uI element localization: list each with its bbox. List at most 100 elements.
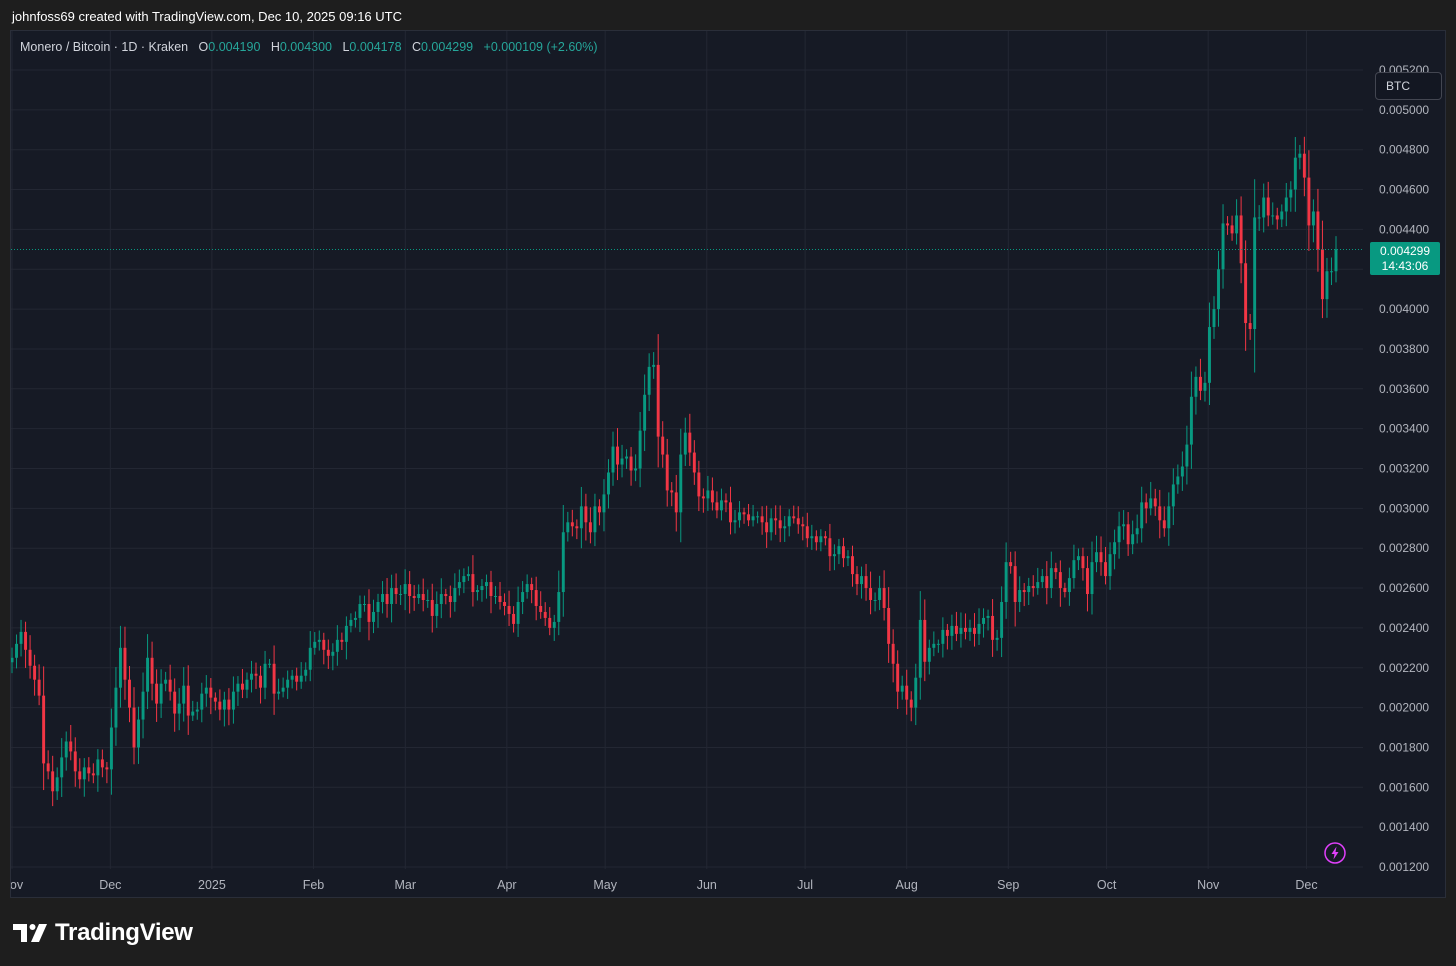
price-axis[interactable]: 0.0052000.0050000.0048000.0046000.004400… bbox=[1379, 63, 1429, 874]
candle-up bbox=[733, 520, 737, 523]
candle-up bbox=[376, 601, 380, 612]
candle-down bbox=[923, 619, 927, 662]
candle-down bbox=[1126, 524, 1130, 545]
candle-up bbox=[860, 576, 863, 585]
y-tick-label: 0.002200 bbox=[1379, 661, 1429, 675]
candle-up bbox=[222, 699, 226, 710]
candle-down bbox=[747, 514, 751, 521]
candle-up bbox=[995, 637, 999, 640]
candle-up bbox=[566, 522, 570, 533]
y-tick-label: 0.001600 bbox=[1379, 780, 1429, 794]
candle-up bbox=[245, 679, 249, 690]
candle-down bbox=[1063, 588, 1067, 593]
candle-down bbox=[896, 663, 900, 692]
candle-up bbox=[114, 687, 118, 728]
candle-up bbox=[304, 669, 308, 676]
tradingview-logo-icon bbox=[13, 924, 47, 942]
candle-up bbox=[982, 617, 986, 624]
open-label: O bbox=[198, 40, 209, 54]
candle-up bbox=[634, 468, 638, 471]
time-axis[interactable]: Nov Dec 2025 Feb Mar Apr May Jun Jul Aug Sep Oct Nov… bbox=[11, 878, 1318, 892]
candle-down bbox=[792, 516, 796, 519]
candle-up bbox=[552, 621, 556, 628]
currency-badge[interactable]: BTC bbox=[1375, 72, 1442, 100]
candle-down bbox=[548, 617, 552, 628]
candle-up bbox=[1221, 223, 1225, 270]
candle-down bbox=[1275, 215, 1279, 220]
candle-up bbox=[1325, 271, 1329, 300]
candle-up bbox=[439, 594, 443, 604]
candle-down bbox=[814, 536, 818, 543]
x-tick-label: Dec bbox=[99, 878, 121, 892]
candle-down bbox=[33, 665, 37, 680]
close-label: C bbox=[411, 40, 421, 54]
candle-up bbox=[1180, 466, 1184, 477]
candle-up bbox=[719, 500, 723, 511]
candle-down bbox=[430, 600, 434, 616]
candle-up bbox=[96, 759, 100, 776]
candle-down bbox=[1153, 498, 1157, 507]
candle-down bbox=[543, 611, 547, 618]
price-chart[interactable]: 0.0052000.0050000.0048000.0046000.004400… bbox=[11, 31, 1446, 898]
candle-up bbox=[950, 625, 954, 636]
candle-down bbox=[909, 699, 913, 708]
candle-up bbox=[1176, 476, 1180, 485]
candle-up bbox=[557, 592, 561, 622]
candle-down bbox=[945, 629, 949, 636]
candle-up bbox=[182, 685, 186, 704]
candle-down bbox=[1054, 568, 1058, 573]
y-tick-label: 0.001800 bbox=[1379, 740, 1429, 754]
candle-up bbox=[769, 518, 773, 533]
candle-up bbox=[819, 536, 823, 543]
candle-down bbox=[597, 506, 601, 513]
y-tick-label: 0.004000 bbox=[1379, 302, 1429, 316]
candle-up bbox=[1284, 197, 1288, 212]
candle-up bbox=[19, 631, 23, 644]
tradingview-logo[interactable]: TradingView bbox=[13, 918, 193, 948]
candle-down bbox=[661, 436, 665, 455]
candle-down bbox=[851, 556, 854, 575]
candle-down bbox=[322, 639, 326, 650]
candle-up bbox=[1212, 309, 1216, 328]
candle-up bbox=[1189, 396, 1193, 445]
candle-up bbox=[959, 627, 963, 634]
candle-up bbox=[846, 556, 850, 559]
candle-up bbox=[308, 647, 312, 670]
candle-down bbox=[1058, 572, 1062, 589]
candle-up bbox=[706, 490, 710, 499]
candle-up bbox=[652, 364, 656, 367]
chart-panel[interactable]: 0.005200 0.005000 0.004800 0.004600 0.004400… bbox=[10, 30, 1446, 898]
candle-down bbox=[326, 649, 330, 656]
symbol-title[interactable]: Monero / Bitcoin · 1D · Kraken bbox=[20, 40, 189, 54]
candle-down bbox=[539, 605, 543, 612]
y-tick-label: 0.003800 bbox=[1379, 342, 1429, 356]
candle-up bbox=[1131, 534, 1135, 545]
candle-down bbox=[73, 751, 77, 772]
candle-up bbox=[579, 506, 583, 529]
candle-up bbox=[390, 588, 394, 604]
y-tick-label: 0.003600 bbox=[1379, 382, 1429, 396]
candle-down bbox=[240, 683, 244, 690]
candle-down bbox=[1022, 590, 1026, 593]
candle-down bbox=[218, 701, 222, 710]
candle-up bbox=[358, 603, 362, 618]
candle-up bbox=[1185, 444, 1189, 467]
candle-up bbox=[435, 603, 439, 616]
candle-up bbox=[620, 458, 624, 465]
y-tick-label: 0.001200 bbox=[1379, 860, 1429, 874]
candle-up bbox=[561, 532, 565, 593]
candle-up bbox=[1194, 376, 1198, 397]
candle-down bbox=[1162, 520, 1166, 529]
candle-up bbox=[1090, 562, 1094, 595]
y-tick-label: 0.002800 bbox=[1379, 541, 1429, 555]
candle-down bbox=[132, 707, 136, 748]
candle-down bbox=[1302, 153, 1306, 178]
candle-up bbox=[810, 536, 814, 539]
candle-down bbox=[272, 663, 276, 694]
candle-up bbox=[1280, 211, 1284, 220]
candle-down bbox=[760, 516, 764, 523]
lightning-bolt-icon[interactable] bbox=[1324, 842, 1346, 864]
candle-up bbox=[1253, 217, 1257, 330]
candle-down bbox=[629, 456, 633, 471]
candle-down bbox=[37, 679, 41, 696]
